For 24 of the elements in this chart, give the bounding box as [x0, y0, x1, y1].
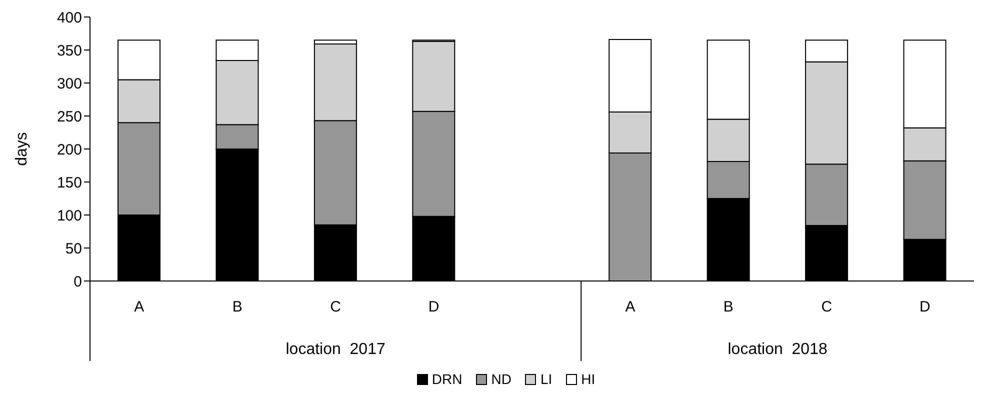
x-tick-label: A	[134, 298, 144, 316]
x-tick-label: C	[330, 298, 342, 316]
legend-label: ND	[490, 371, 512, 387]
text: location 2017	[286, 341, 386, 358]
y-axis-title: days	[14, 132, 31, 166]
x-tick-label: D	[428, 298, 440, 316]
y-tick-label: 200	[56, 141, 82, 158]
x-tick-label: B	[723, 298, 734, 316]
legend-label: LI	[539, 371, 552, 387]
y-tick-label: 300	[56, 75, 82, 92]
x-tick-label: A	[625, 298, 636, 316]
y-tick-label: 50	[65, 240, 82, 258]
y-tick-label: 250	[56, 108, 82, 126]
y-tick-label: 350	[56, 42, 82, 60]
y-tick-label: 150	[56, 174, 82, 192]
y-tick-label: 100	[56, 207, 82, 224]
x-tick-label: C	[821, 298, 832, 316]
legend-label: HI	[580, 371, 596, 387]
y-tick-label: 0	[74, 273, 82, 290]
x-tick-label: B	[232, 298, 242, 316]
y-tick-label: 400	[56, 9, 82, 26]
text: location 2018	[728, 341, 828, 358]
legend-label: DRN	[430, 371, 462, 387]
x-tick-label: D	[919, 298, 930, 316]
